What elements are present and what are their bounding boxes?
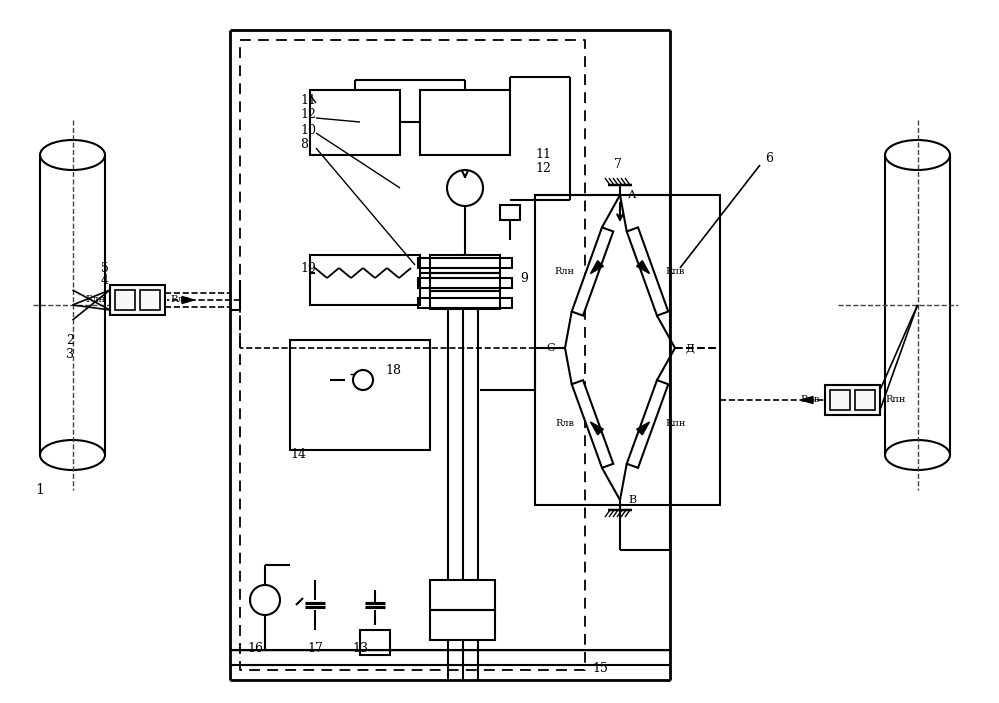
Text: Rпв: Rпв bbox=[666, 267, 685, 276]
Bar bbox=[110, 285, 165, 315]
Text: 10: 10 bbox=[300, 124, 316, 136]
Text: Rлн: Rлн bbox=[554, 267, 574, 276]
Text: 19: 19 bbox=[300, 262, 316, 274]
Bar bbox=[855, 390, 875, 410]
Bar bbox=[430, 580, 495, 610]
Bar bbox=[430, 255, 500, 273]
Bar bbox=[825, 385, 880, 415]
Text: 12: 12 bbox=[300, 108, 316, 122]
Text: 11: 11 bbox=[300, 93, 316, 106]
Bar bbox=[418, 298, 512, 308]
Text: 8: 8 bbox=[300, 138, 308, 152]
Bar bbox=[140, 290, 160, 310]
Text: 15: 15 bbox=[592, 662, 608, 674]
Polygon shape bbox=[626, 380, 668, 467]
Text: 16: 16 bbox=[247, 642, 263, 654]
Bar bbox=[418, 278, 512, 288]
Text: Rпв: Rпв bbox=[801, 396, 820, 404]
Text: Rлв: Rлв bbox=[555, 420, 574, 429]
Text: 4: 4 bbox=[101, 273, 109, 287]
Bar bbox=[430, 291, 500, 309]
Text: С: С bbox=[546, 343, 555, 353]
Text: 11: 11 bbox=[535, 148, 551, 162]
Text: 6: 6 bbox=[765, 152, 773, 165]
Polygon shape bbox=[571, 227, 613, 316]
Text: Rпн: Rпн bbox=[665, 420, 685, 429]
Polygon shape bbox=[636, 261, 649, 273]
Bar bbox=[418, 258, 512, 268]
Text: Rпн: Rпн bbox=[885, 396, 905, 404]
Polygon shape bbox=[636, 422, 649, 435]
Text: В: В bbox=[628, 495, 636, 505]
Bar bbox=[360, 630, 390, 655]
Bar bbox=[420, 90, 510, 155]
Text: 5: 5 bbox=[101, 262, 109, 274]
Text: 12: 12 bbox=[535, 162, 550, 174]
Text: 9: 9 bbox=[520, 271, 527, 285]
Text: Д: Д bbox=[685, 343, 694, 353]
Bar bbox=[830, 390, 850, 410]
Polygon shape bbox=[801, 396, 813, 404]
Text: Rлн: Rлн bbox=[85, 295, 105, 304]
Text: 7: 7 bbox=[614, 158, 622, 172]
Polygon shape bbox=[626, 227, 668, 316]
Text: 17: 17 bbox=[307, 642, 323, 654]
Text: 13: 13 bbox=[352, 642, 368, 654]
Text: 14: 14 bbox=[290, 449, 306, 461]
Polygon shape bbox=[182, 297, 194, 304]
Text: Rлв: Rлв bbox=[170, 295, 189, 304]
Bar bbox=[430, 273, 500, 291]
Text: 2: 2 bbox=[66, 333, 74, 347]
Bar bbox=[535, 195, 720, 505]
Text: 1: 1 bbox=[35, 483, 44, 497]
Bar bbox=[115, 290, 135, 310]
Polygon shape bbox=[571, 380, 613, 467]
Text: 3: 3 bbox=[66, 349, 74, 361]
Bar bbox=[290, 340, 430, 450]
Bar bbox=[310, 255, 420, 305]
Text: А: А bbox=[628, 190, 636, 200]
Polygon shape bbox=[590, 422, 603, 435]
Bar bbox=[430, 610, 495, 640]
Text: 18: 18 bbox=[385, 363, 401, 377]
Polygon shape bbox=[590, 261, 603, 273]
Bar bbox=[310, 90, 400, 155]
Bar bbox=[500, 205, 520, 220]
